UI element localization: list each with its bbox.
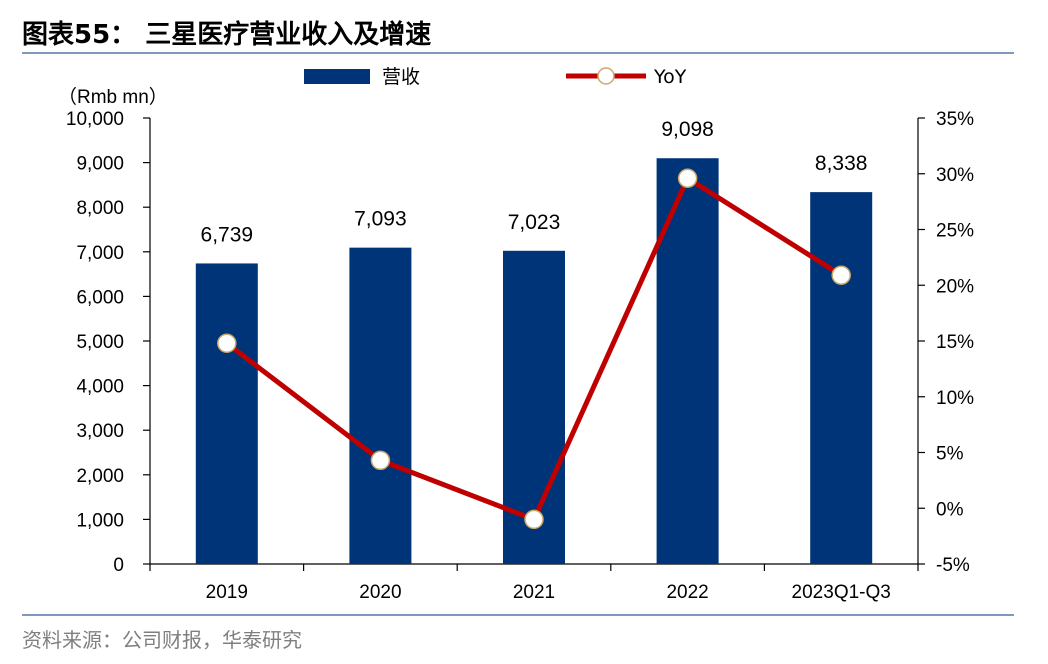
top-rule: [22, 52, 1014, 54]
y-left-tick-label: 8,000: [76, 198, 124, 219]
y-left-tick-label: 9,000: [76, 154, 124, 175]
y-left-tick-label: 6,000: [76, 287, 124, 308]
y-left-unit-label: （Rmb mn）: [58, 86, 168, 108]
bar-data-label: 7,023: [508, 211, 561, 234]
y-left-tick-label: 1,000: [76, 510, 124, 531]
y-left-tick-label: 10,000: [66, 109, 124, 130]
y-left-tick-label: 4,000: [76, 377, 124, 398]
bar-data-label: 8,338: [815, 152, 868, 175]
yoy-point: [677, 168, 698, 188]
bar: [349, 247, 412, 564]
y-left-tick-label: 0: [113, 555, 124, 576]
yoy-point: [831, 265, 851, 285]
y-right-tick-label: 15%: [936, 332, 974, 353]
yoy-point: [217, 333, 237, 353]
yoy-point: [370, 450, 391, 471]
y-right-tick-label: 35%: [936, 109, 974, 130]
bar: [656, 158, 719, 565]
bar-data-label: 6,739: [201, 223, 254, 246]
x-tick-label: 2022: [666, 582, 708, 603]
y-right-tick-label: 25%: [936, 221, 974, 242]
y-right-tick-label: 10%: [936, 388, 974, 409]
bar: [195, 263, 258, 564]
y-right-tick-label: 5%: [936, 444, 964, 465]
bar-data-label: 7,093: [354, 208, 407, 231]
x-tick-label: 2021: [513, 582, 555, 603]
y-left-tick-label: 2,000: [76, 466, 124, 487]
bar: [810, 192, 873, 565]
figure-title: 图表55： 三星医疗营业收入及增速: [22, 20, 432, 50]
y-right-tick-label: 30%: [936, 165, 974, 186]
y-left-tick-label: 5,000: [76, 332, 124, 353]
y-right-tick-label: -5%: [936, 555, 970, 576]
y-right-tick-label: 0%: [936, 499, 964, 520]
bar-data-label: 9,098: [661, 118, 714, 141]
y-right-tick-label: 20%: [936, 276, 974, 297]
x-tick-label: 2020: [359, 582, 401, 603]
x-tick-label: 2019: [206, 582, 248, 603]
source-note: 资料来源：公司财报，华泰研究: [22, 628, 302, 652]
legend-marker-swatch: [597, 67, 615, 85]
y-left-tick-label: 7,000: [76, 243, 124, 264]
bottom-rule: [22, 614, 1014, 616]
legend-label-revenue: 营收: [382, 66, 420, 88]
bar-data-labels: 6,739 7,093 7,023 9,098 8,338: [201, 118, 868, 246]
yoy-point: [524, 509, 544, 530]
line-series: [217, 168, 851, 530]
x-tick-label: 2023Q1-Q3: [792, 582, 891, 603]
legend-bar-swatch: [304, 69, 370, 84]
legend: 营收 YoY: [304, 66, 687, 88]
axes: 0 1,000 2,000 3,000 4,000 5,000 6,000 7,000 8,00…: [66, 109, 974, 603]
y-left-tick-label: 3,000: [76, 421, 124, 442]
legend-label-yoy: YoY: [653, 66, 687, 88]
